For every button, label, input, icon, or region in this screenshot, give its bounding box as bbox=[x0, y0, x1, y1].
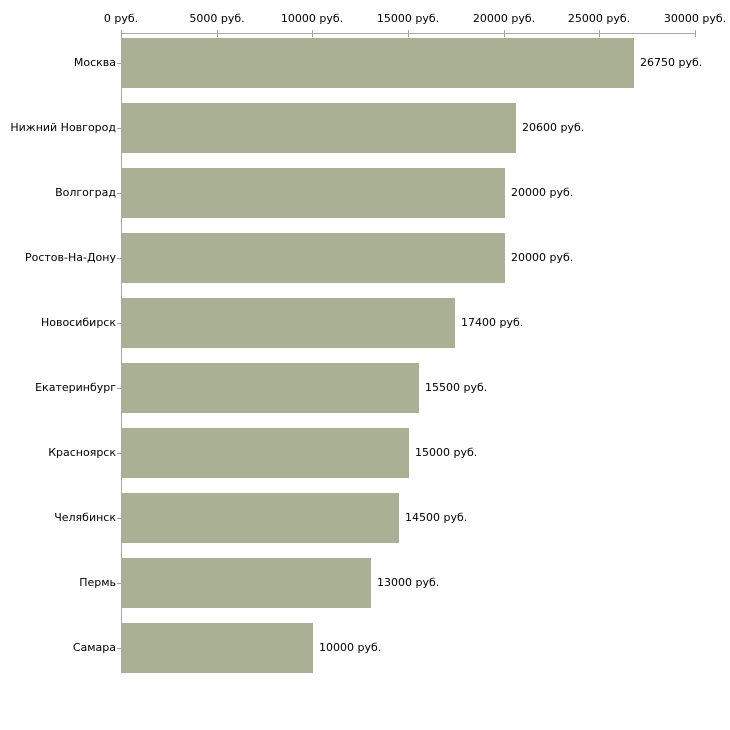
bar bbox=[122, 428, 409, 478]
x-axis-tick-mark bbox=[599, 30, 600, 37]
y-axis-tick-mark bbox=[117, 583, 122, 584]
bar bbox=[122, 233, 505, 283]
y-axis-tick-mark bbox=[117, 128, 122, 129]
x-axis-tick-label: 5000 руб. bbox=[189, 12, 245, 25]
category-label: Нижний Новгород bbox=[10, 121, 116, 134]
bar-value-label: 20600 руб. bbox=[522, 121, 585, 134]
bar bbox=[122, 363, 419, 413]
category-label: Пермь bbox=[79, 576, 116, 589]
category-label: Ростов-На-Дону bbox=[24, 251, 116, 264]
category-label: Красноярск bbox=[48, 446, 116, 459]
category-label: Новосибирск bbox=[40, 316, 116, 329]
bar bbox=[122, 298, 455, 348]
y-axis-tick-mark bbox=[117, 518, 122, 519]
x-axis-tick-label: 20000 руб. bbox=[472, 12, 536, 25]
y-axis-tick-mark bbox=[117, 193, 122, 194]
x-axis-tick-label: 15000 руб. bbox=[376, 12, 440, 25]
y-axis-tick-mark bbox=[117, 63, 122, 64]
y-axis-tick-mark bbox=[117, 323, 122, 324]
category-label: Москва bbox=[73, 56, 116, 69]
y-axis-tick-mark bbox=[117, 258, 122, 259]
x-axis-tick-label: 30000 руб. bbox=[663, 12, 727, 25]
x-axis-tick-mark bbox=[312, 30, 313, 37]
category-label: Волгоград bbox=[55, 186, 116, 199]
bar-value-label: 20000 руб. bbox=[511, 251, 574, 264]
x-axis-tick-mark bbox=[121, 30, 122, 37]
bar-value-label: 10000 руб. bbox=[319, 641, 382, 654]
category-label: Самара bbox=[72, 641, 116, 654]
x-axis-tick-label: 25000 руб. bbox=[567, 12, 631, 25]
bar bbox=[122, 103, 516, 153]
bar-value-label: 14500 руб. bbox=[405, 511, 468, 524]
category-label: Екатеринбург bbox=[35, 381, 116, 394]
x-axis-tick-mark bbox=[408, 30, 409, 37]
bar-value-label: 26750 руб. bbox=[640, 56, 703, 69]
bar-value-label: 15500 руб. bbox=[425, 381, 488, 394]
y-axis-tick-mark bbox=[117, 453, 122, 454]
bar bbox=[122, 558, 371, 608]
bar bbox=[122, 168, 505, 218]
x-axis-tick-label: 10000 руб. bbox=[280, 12, 344, 25]
bar-value-label: 20000 руб. bbox=[511, 186, 574, 199]
bar-value-label: 17400 руб. bbox=[461, 316, 524, 329]
y-axis-tick-mark bbox=[117, 648, 122, 649]
x-axis-tick-label: 0 руб. bbox=[103, 12, 139, 25]
bar bbox=[122, 38, 634, 88]
x-axis-tick-mark bbox=[217, 30, 218, 37]
y-axis-line bbox=[121, 33, 122, 673]
x-axis-tick-mark bbox=[695, 30, 696, 37]
category-label: Челябинск bbox=[54, 511, 116, 524]
x-axis-tick-mark bbox=[504, 30, 505, 37]
bar-value-label: 13000 руб. bbox=[377, 576, 440, 589]
y-axis-tick-mark bbox=[117, 388, 122, 389]
bar bbox=[122, 493, 399, 543]
bar bbox=[122, 623, 313, 673]
bar-value-label: 15000 руб. bbox=[415, 446, 478, 459]
